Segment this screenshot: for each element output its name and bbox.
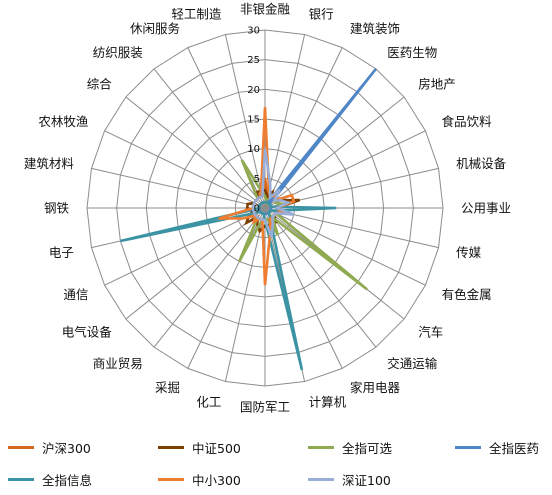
grid-spoke (264, 207, 426, 286)
legend-swatch (8, 445, 34, 449)
category-label: 建筑材料 (24, 156, 75, 171)
grid-spoke (264, 96, 405, 209)
grid-spoke (224, 207, 266, 382)
legend-swatch (158, 477, 184, 481)
legend: 沪深300 中证500 全指可选 全指医药全指信息 中小300 深证100 (0, 430, 552, 490)
legend-label: 沪深300 (42, 440, 91, 456)
legend-swatch (308, 477, 334, 481)
legend-item: 全指可选 (308, 436, 392, 458)
category-label: 综合 (87, 76, 113, 91)
category-label: 电子 (49, 245, 74, 260)
tick-label: 0 (254, 204, 260, 215)
legend-label: 中证500 (192, 440, 241, 456)
grid-spoke (125, 207, 266, 320)
tick-label: 5 (254, 174, 260, 185)
grid-spoke (153, 207, 266, 348)
category-label: 农林牧渔 (38, 114, 88, 129)
tick-label: 25 (247, 55, 260, 66)
grid-spoke (91, 167, 266, 209)
legend-item: 中小300 (158, 468, 241, 490)
legend-swatch (8, 477, 34, 481)
grid-spoke (264, 34, 306, 209)
radar-chart: 0 5 10 15 20 25 30 非银金融 银行建筑装饰医药生物房地产食品饮料机械设备公用… (24, 2, 511, 415)
category-label: 食品饮料 (442, 114, 493, 129)
category-label: 采掘 (155, 380, 180, 395)
category-label: 纺织服装 (93, 45, 143, 60)
legend-item: 沪深300 (8, 436, 91, 458)
category-label: 电气设备 (62, 325, 113, 340)
legend-label: 深证100 (342, 472, 391, 488)
category-label: 商业贸易 (93, 356, 143, 371)
grid-spoke (187, 47, 266, 209)
tick-label: 20 (247, 85, 260, 96)
tick-label: 15 (247, 115, 260, 126)
category-label: 有色金属 (442, 287, 492, 302)
grid-spoke (153, 68, 266, 209)
radar-grid (86, 29, 444, 387)
category-label: 国防军工 (240, 400, 290, 415)
grid-spoke (104, 207, 266, 286)
category-label: 建筑装饰 (350, 21, 400, 36)
category-labels: 非银金融 银行建筑装饰医药生物房地产食品饮料机械设备公用事业传媒有色金属汽车交通运… (24, 2, 511, 415)
category-label: 家用电器 (350, 380, 401, 395)
legend-item: 全指信息 (8, 468, 92, 490)
category-label: 轻工制造 (171, 7, 222, 22)
category-label: 休闲服务 (130, 21, 180, 36)
legend-swatch (158, 445, 184, 449)
tick-label: 10 (247, 144, 260, 155)
category-label: 房地产 (418, 76, 456, 91)
grid-spoke (264, 207, 377, 348)
category-label: 钢铁 (44, 201, 70, 216)
legend-label: 中小300 (192, 472, 241, 488)
radar-series (120, 68, 378, 371)
category-label: 通信 (63, 287, 88, 302)
series-6 (251, 148, 295, 238)
category-label: 交通运输 (387, 356, 438, 371)
legend-swatch (455, 445, 481, 449)
legend-label: 全指信息 (42, 472, 93, 488)
category-label: 非银金融 (240, 2, 291, 17)
legend-label: 全指医药 (489, 440, 540, 456)
category-label: 化工 (196, 395, 221, 410)
category-label: 公用事业 (461, 201, 511, 216)
category-label: 计算机 (309, 395, 347, 410)
grid-spoke (264, 47, 343, 209)
legend-item: 全指医药 (455, 436, 539, 458)
grid-spoke (125, 96, 266, 209)
legend-item: 深证100 (308, 468, 391, 490)
radial-tick-labels: 0 5 10 15 20 25 30 (247, 26, 260, 215)
category-label: 传媒 (456, 245, 482, 260)
legend-swatch (308, 445, 334, 449)
grid-spoke (187, 207, 266, 369)
grid-spoke (224, 34, 266, 209)
grid-spoke (104, 130, 266, 209)
category-label: 机械设备 (456, 156, 507, 171)
legend-item: 中证500 (158, 436, 241, 458)
legend-label: 全指可选 (342, 440, 393, 456)
category-label: 汽车 (418, 325, 443, 340)
tick-label: 30 (247, 26, 260, 37)
category-label: 医药生物 (387, 45, 437, 60)
category-label: 银行 (309, 7, 334, 22)
